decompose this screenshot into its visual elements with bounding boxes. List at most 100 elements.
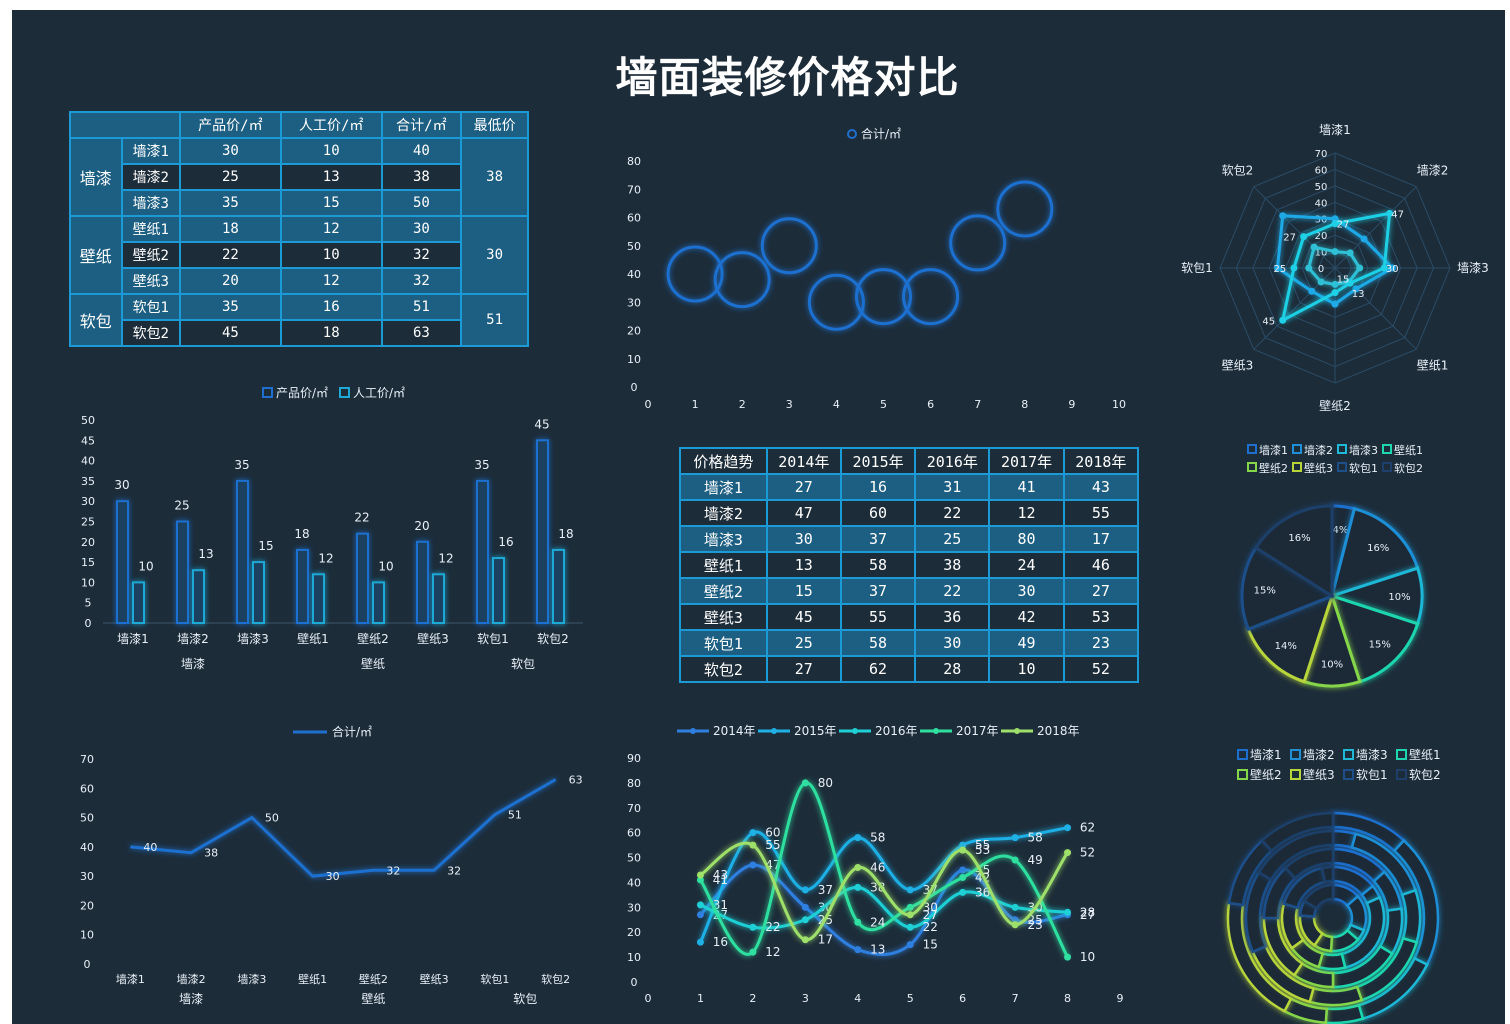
pie-legend-label: 墙漆2 bbox=[1304, 443, 1333, 457]
price-table-cell: 12 bbox=[279, 267, 383, 295]
line-trend-point bbox=[749, 861, 757, 869]
rings-legend-marker bbox=[1396, 769, 1407, 780]
line-trend-x-tick: 1 bbox=[697, 992, 704, 1005]
line-trend-x-tick: 7 bbox=[1012, 992, 1019, 1005]
radar-point bbox=[1300, 233, 1308, 241]
bubble-legend-marker bbox=[847, 129, 857, 139]
rings-segment bbox=[1257, 829, 1335, 882]
line-total-data-label: 38 bbox=[204, 847, 218, 860]
bubble-point bbox=[996, 180, 1054, 238]
bubble-y-tick: 70 bbox=[627, 183, 641, 196]
trend-table-cell: 52 bbox=[1062, 655, 1140, 683]
bubble-point bbox=[902, 268, 960, 326]
line-trend-point bbox=[1011, 916, 1019, 924]
line-trend-point bbox=[1064, 953, 1072, 961]
price-table-cell: 15 bbox=[279, 189, 383, 217]
line-trend-data-label: 22 bbox=[923, 920, 938, 934]
pie-legend-label: 壁纸2 bbox=[1259, 461, 1288, 475]
price-table-cell: 63 bbox=[380, 319, 463, 347]
trend-table-cell: 22 bbox=[914, 577, 991, 605]
bar-y-tick: 5 bbox=[85, 597, 92, 610]
bar-data-label: 30 bbox=[114, 478, 129, 492]
bubble-y-tick: 0 bbox=[631, 381, 638, 394]
bar-data-label: 22 bbox=[354, 511, 369, 525]
price-table-cell: 软包2 bbox=[120, 319, 181, 347]
trend-table-cell: 软包2 bbox=[679, 655, 768, 683]
price-min-cell: 51 bbox=[460, 293, 529, 347]
price-table-cell: 51 bbox=[380, 293, 463, 321]
line-trend-data-label: 28 bbox=[1080, 905, 1095, 919]
pie-legend-marker bbox=[1337, 444, 1347, 454]
bar bbox=[356, 532, 369, 624]
line-trend-point bbox=[801, 779, 809, 787]
bar-category-label: 软包2 bbox=[537, 632, 569, 646]
line-trend-legend-label: 2017年 bbox=[956, 724, 999, 738]
line-trend-point bbox=[1011, 834, 1019, 842]
bar-y-tick: 35 bbox=[81, 475, 95, 488]
bar-y-tick: 30 bbox=[81, 495, 95, 508]
line-total-group-label: 软包 bbox=[513, 992, 537, 1006]
bar-data-label: 35 bbox=[474, 458, 489, 472]
line-trend-series bbox=[699, 863, 1068, 956]
line-trend-data-label: 27 bbox=[1080, 908, 1095, 922]
line-trend-x-tick: 6 bbox=[959, 992, 966, 1005]
trend-table-cell: 30 bbox=[988, 577, 1065, 605]
trend-table-cell: 55 bbox=[1062, 499, 1140, 527]
radar-ring-label: 10 bbox=[1315, 248, 1328, 259]
radar-data-label: 45 bbox=[1262, 316, 1275, 327]
line-trend-data-label: 62 bbox=[1080, 821, 1095, 835]
page-title: 墙面装修价格对比 bbox=[615, 53, 960, 102]
line-trend-point bbox=[1011, 921, 1019, 929]
line-total-group-label: 墙漆 bbox=[179, 992, 203, 1006]
radar-point bbox=[1346, 249, 1354, 257]
rings-legend-label: 壁纸1 bbox=[1409, 747, 1441, 762]
bubble-x-tick: 1 bbox=[692, 398, 699, 411]
line-total-data-label: 51 bbox=[508, 809, 522, 822]
bar-category-label: 壁纸1 bbox=[297, 631, 329, 646]
line-total-y-tick: 40 bbox=[80, 841, 94, 854]
trend-table-cell: 17 bbox=[1062, 525, 1140, 553]
price-table-row: 墙漆2 25 13 38 bbox=[70, 163, 528, 191]
trend-table-cell: 25 bbox=[765, 629, 842, 657]
price-table-row: 壁纸 壁纸1 18 12 30 30 bbox=[69, 215, 529, 295]
bar-data-label: 10 bbox=[138, 559, 153, 573]
radar-axis-label: 墙漆1 bbox=[1319, 123, 1351, 137]
rings-segment bbox=[1324, 1003, 1365, 1024]
line-trend-point bbox=[1064, 908, 1072, 916]
line-trend-point bbox=[854, 946, 862, 954]
bubble-x-tick: 7 bbox=[974, 398, 981, 411]
trend-table-cell: 15 bbox=[765, 577, 842, 605]
line-trend-data-label: 13 bbox=[870, 943, 885, 957]
bar-y-tick: 0 bbox=[85, 617, 92, 630]
trend-table-header-row: 价格趋势 2014年 2015年 2016年 2017年 2018年 bbox=[679, 447, 1140, 475]
pie-slice bbox=[1246, 593, 1335, 684]
line-trend-data-label: 10 bbox=[1080, 950, 1095, 964]
line-trend-y-tick: 90 bbox=[627, 752, 641, 765]
radar-data-label: 27 bbox=[1283, 233, 1296, 244]
bar-data-label: 18 bbox=[558, 527, 573, 541]
rings-legend-marker bbox=[1290, 769, 1301, 780]
line-trend-point bbox=[1064, 849, 1072, 857]
pie-legend-label: 墙漆1 bbox=[1259, 443, 1288, 457]
radar-point bbox=[1331, 280, 1339, 288]
radar-ring-label: 20 bbox=[1315, 231, 1328, 242]
bubble-point bbox=[666, 245, 724, 303]
trend-table-cell: 37 bbox=[839, 577, 917, 605]
price-table-cell: 墙漆2 bbox=[120, 163, 181, 191]
pie-slice-label: 14% bbox=[1275, 641, 1297, 652]
bar-category-label: 壁纸3 bbox=[417, 631, 449, 646]
radar-point bbox=[1352, 285, 1360, 293]
radar-point bbox=[1346, 279, 1354, 287]
trend-table-cell: 58 bbox=[839, 629, 917, 657]
bar-y-tick: 25 bbox=[81, 516, 95, 529]
price-table-cell: 壁纸3 bbox=[120, 267, 181, 295]
trend-table-cell: 42 bbox=[988, 603, 1065, 631]
line-total-series bbox=[130, 778, 557, 878]
line-trend-y-tick: 70 bbox=[627, 802, 641, 815]
line-total-legend-label: 合计/㎡ bbox=[332, 724, 372, 739]
radar-axis-label: 墙漆2 bbox=[1417, 163, 1449, 177]
trend-table-cell: 22 bbox=[914, 499, 991, 527]
price-table-row: 软包 软包1 35 16 51 51 bbox=[69, 293, 529, 347]
radar-point bbox=[1380, 264, 1388, 272]
line-total-data-label: 40 bbox=[143, 841, 157, 854]
